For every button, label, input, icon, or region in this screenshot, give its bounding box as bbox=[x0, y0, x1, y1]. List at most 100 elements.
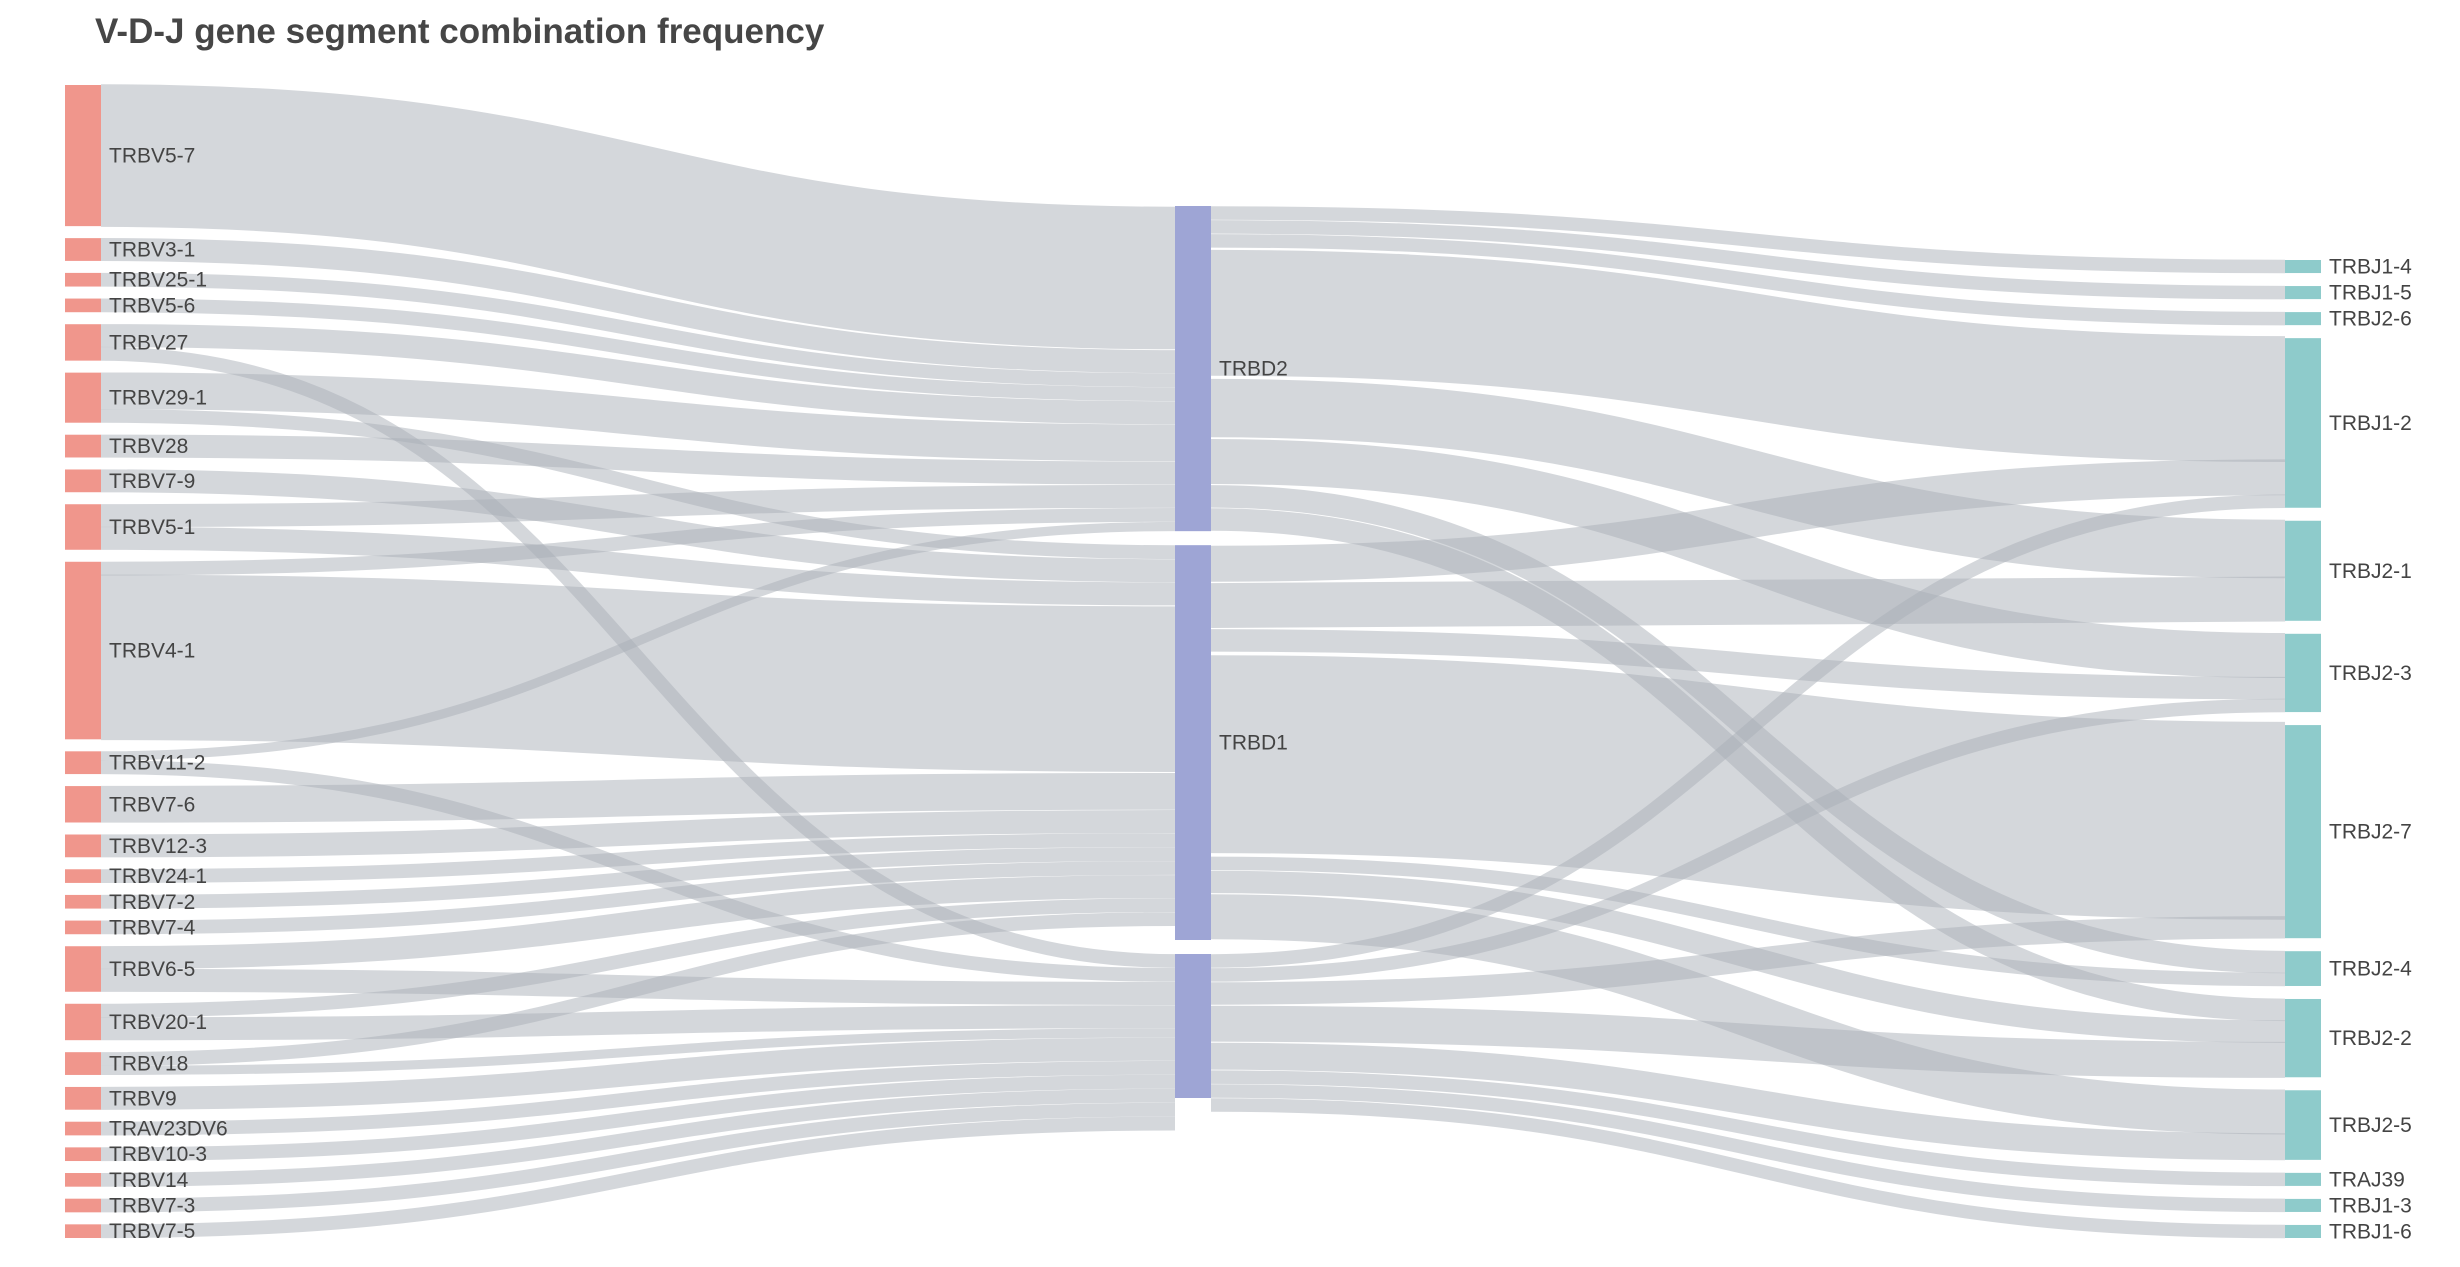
node-TRBD2[interactable] bbox=[1175, 206, 1211, 532]
node-TRBV11-2[interactable] bbox=[65, 751, 101, 775]
node-label-TRBJ2-5: TRBJ2-5 bbox=[2329, 1114, 2412, 1137]
link-dj-unlabeled-d-TRBJ1-2[interactable] bbox=[1210, 494, 2286, 968]
link-dj-unlabeled-d-TRBJ2-7[interactable] bbox=[1210, 916, 2286, 1005]
link-vd-TRBV7-2-TRBD1[interactable] bbox=[100, 847, 1176, 909]
link-dj-TRBD2-TRBJ2-3[interactable] bbox=[1210, 438, 2286, 679]
node-TRAJ39[interactable] bbox=[2285, 1172, 2321, 1186]
link-vd-TRBV7-4-TRBD1[interactable] bbox=[100, 861, 1176, 935]
link-dj-unlabeled-d-TRAJ39[interactable] bbox=[1210, 1070, 2286, 1187]
node-TRBV3-1[interactable] bbox=[65, 238, 101, 261]
node-TRBJ2-2[interactable] bbox=[2285, 998, 2321, 1078]
link-dj-unlabeled-d-TRBJ2-5[interactable] bbox=[1210, 1042, 2286, 1161]
link-vd-TRBV29-1-TRBD2[interactable] bbox=[100, 372, 1176, 462]
node-label-TRBV5-1: TRBV5-1 bbox=[109, 516, 195, 539]
node-TRBV7-9[interactable] bbox=[65, 469, 101, 493]
link-dj-TRBD1-TRBJ2-4[interactable] bbox=[1210, 856, 2286, 987]
link-dj-TRBD1-TRBJ2-3[interactable] bbox=[1210, 629, 2286, 700]
link-vd-TRBV6-5-TRBD1[interactable] bbox=[100, 875, 1176, 970]
link-vd-TRBV7-6-TRBD1[interactable] bbox=[100, 772, 1176, 823]
link-vd-TRAV23DV6-unlabeled-d[interactable] bbox=[100, 1060, 1176, 1136]
node-TRAV23DV6[interactable] bbox=[65, 1121, 101, 1136]
node-TRBV25-1[interactable] bbox=[65, 272, 101, 287]
link-dj-TRBD2-TRBJ2-1[interactable] bbox=[1210, 378, 2286, 579]
node-TRBV7-6[interactable] bbox=[65, 786, 101, 823]
node-TRBV24-1[interactable] bbox=[65, 869, 101, 883]
link-vd-TRBV5-6-TRBD2[interactable] bbox=[100, 298, 1176, 402]
node-TRBJ1-2[interactable] bbox=[2285, 338, 2321, 508]
link-vd-TRBV3-1-TRBD2[interactable] bbox=[100, 238, 1176, 374]
node-TRBV18[interactable] bbox=[65, 1052, 101, 1075]
node-TRBV14[interactable] bbox=[65, 1173, 101, 1187]
link-vd-TRBV28-TRBD2[interactable] bbox=[100, 434, 1176, 485]
link-vd-TRBV27-TRBD2[interactable] bbox=[100, 324, 1176, 425]
link-vd-TRBV14-unlabeled-d[interactable] bbox=[100, 1088, 1176, 1187]
link-vd-TRBV7-9-TRBD1[interactable] bbox=[100, 469, 1176, 583]
link-vd-TRBV25-1-TRBD2[interactable] bbox=[100, 272, 1176, 388]
node-label-TRBV28: TRBV28 bbox=[109, 435, 188, 458]
link-vd-TRBV9-unlabeled-d[interactable] bbox=[100, 1037, 1176, 1110]
link-dj-TRBD1-TRBJ2-7[interactable] bbox=[1210, 655, 2286, 920]
link-dj-TRBD2-TRBJ1-2[interactable] bbox=[1210, 249, 2286, 462]
node-TRBJ1-4[interactable] bbox=[2285, 260, 2321, 274]
link-dj-TRBD2-TRBJ1-5[interactable] bbox=[1210, 220, 2286, 300]
node-TRBJ2-5[interactable] bbox=[2285, 1090, 2321, 1160]
node-TRBV7-3[interactable] bbox=[65, 1198, 101, 1213]
node-TRBJ2-1[interactable] bbox=[2285, 520, 2321, 621]
link-vd-TRBV7-3-unlabeled-d[interactable] bbox=[100, 1102, 1176, 1213]
link-dj-TRBD2-TRBJ1-4[interactable] bbox=[1210, 206, 2286, 274]
node-TRBJ1-5[interactable] bbox=[2285, 286, 2321, 300]
node-TRBV27[interactable] bbox=[65, 324, 101, 361]
node-TRBV7-5[interactable] bbox=[65, 1224, 101, 1238]
link-dj-TRBD1-TRBJ2-1[interactable] bbox=[1210, 576, 2286, 629]
link-vd-TRBV24-1-TRBD1[interactable] bbox=[100, 833, 1176, 883]
node-TRBV28[interactable] bbox=[65, 434, 101, 458]
node-label-TRAJ39: TRAJ39 bbox=[2329, 1168, 2405, 1191]
node-label-TRBV7-9: TRBV7-9 bbox=[109, 470, 195, 493]
node-TRBJ1-3[interactable] bbox=[2285, 1198, 2321, 1212]
node-TRBD1[interactable] bbox=[1175, 545, 1211, 940]
link-dj-unlabeled-d-TRBJ2-2[interactable] bbox=[1210, 1005, 2286, 1078]
link-vd-TRBV20-1-TRBD1[interactable] bbox=[100, 898, 1176, 1018]
node-TRBV7-2[interactable] bbox=[65, 894, 101, 909]
link-vd-TRBV5-7-TRBD2[interactable] bbox=[100, 84, 1176, 350]
chart-title: V-D-J gene segment combination frequency bbox=[95, 12, 825, 51]
node-TRBV9[interactable] bbox=[65, 1086, 101, 1110]
node-TRBJ2-3[interactable] bbox=[2285, 633, 2321, 713]
node-TRBJ2-4[interactable] bbox=[2285, 951, 2321, 986]
node-TRBV10-3[interactable] bbox=[65, 1147, 101, 1162]
link-vd-TRBV11-2-TRBD2[interactable] bbox=[100, 521, 1176, 761]
link-vd-TRBV20-1-unlabeled-d[interactable] bbox=[100, 1005, 1176, 1041]
link-dj-unlabeled-d-TRBJ2-3[interactable] bbox=[1210, 698, 2286, 982]
node-TRBV5-7[interactable] bbox=[65, 85, 101, 227]
link-dj-TRBD1-TRBJ1-2[interactable] bbox=[1210, 459, 2286, 582]
link-dj-unlabeled-d-TRBJ1-3[interactable] bbox=[1210, 1084, 2286, 1213]
link-vd-TRBV5-1-TRBD2[interactable] bbox=[100, 484, 1176, 528]
link-dj-TRBD2-TRBJ2-6[interactable] bbox=[1210, 234, 2286, 326]
node-TRBJ1-6[interactable] bbox=[2285, 1224, 2321, 1238]
node-TRBJ2-7[interactable] bbox=[2285, 725, 2321, 939]
link-vd-TRBV12-3-TRBD1[interactable] bbox=[100, 810, 1176, 858]
node-label-TRBV20-1: TRBV20-1 bbox=[109, 1011, 207, 1034]
node-unlabeled-d-2[interactable] bbox=[1175, 954, 1211, 1098]
node-TRBV7-4[interactable] bbox=[65, 920, 101, 935]
link-dj-unlabeled-d-TRBJ1-6[interactable] bbox=[1210, 1098, 2286, 1239]
link-vd-TRBV10-3-unlabeled-d[interactable] bbox=[100, 1074, 1176, 1162]
node-TRBV6-5[interactable] bbox=[65, 946, 101, 992]
link-vd-TRBV4-1-TRBD1[interactable] bbox=[100, 574, 1176, 772]
link-vd-TRBV18-unlabeled-d[interactable] bbox=[100, 1028, 1176, 1075]
node-label-TRBV7-5: TRBV7-5 bbox=[109, 1220, 195, 1243]
link-vd-TRBV18-TRBD1[interactable] bbox=[100, 912, 1176, 1066]
node-TRBV5-1[interactable] bbox=[65, 504, 101, 550]
node-TRBJ2-6[interactable] bbox=[2285, 312, 2321, 326]
node-label-TRBJ1-4: TRBJ1-4 bbox=[2329, 256, 2412, 279]
node-TRBV5-6[interactable] bbox=[65, 298, 101, 313]
node-TRBV29-1[interactable] bbox=[65, 372, 101, 423]
link-vd-TRBV4-1-TRBD2[interactable] bbox=[100, 508, 1176, 576]
node-label-TRBJ2-4: TRBJ2-4 bbox=[2329, 958, 2412, 981]
node-TRBV20-1[interactable] bbox=[65, 1003, 101, 1041]
node-label-TRBV14: TRBV14 bbox=[109, 1169, 189, 1192]
link-vd-TRBV5-1-TRBD1[interactable] bbox=[100, 526, 1176, 606]
node-TRBV12-3[interactable] bbox=[65, 834, 101, 858]
link-vd-TRBV7-5-unlabeled-d[interactable] bbox=[100, 1116, 1176, 1239]
node-TRBV4-1[interactable] bbox=[65, 561, 101, 740]
